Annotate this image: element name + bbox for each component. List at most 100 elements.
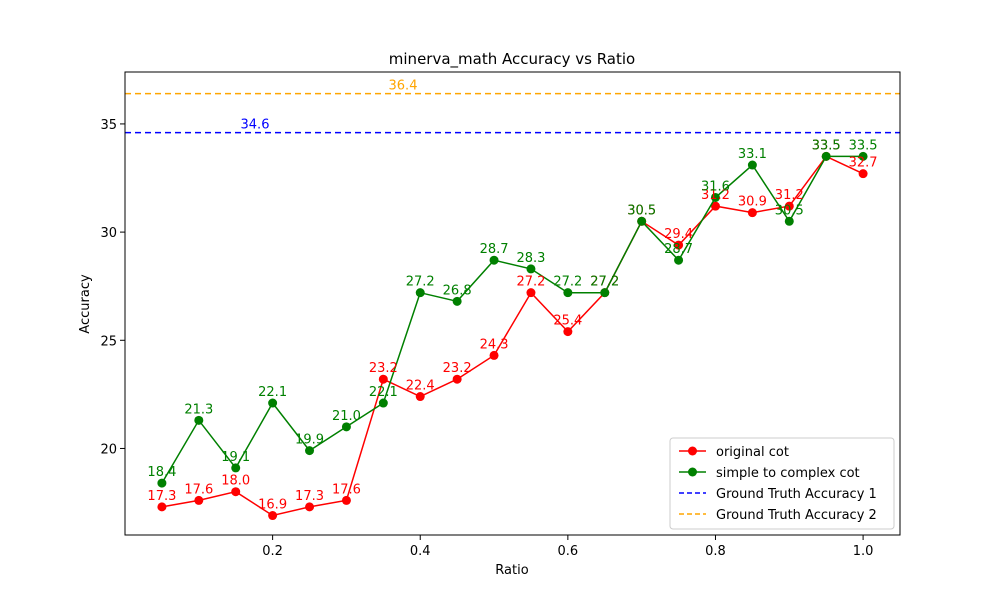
series-line-1 — [161, 155, 864, 517]
x-tick-label-2: 0.4 — [410, 544, 431, 559]
x-axis-title: Ratio — [495, 563, 528, 578]
data-label-s1-10: 24.3 — [480, 337, 509, 352]
legend-label-4: Ground Truth Accuracy 2 — [716, 508, 877, 523]
data-label-s2-10: 28.7 — [480, 242, 509, 257]
data-label-s2-19: 33.5 — [812, 138, 841, 153]
data-label-s2-3: 19.1 — [221, 450, 250, 465]
data-point-s2-8 — [415, 288, 425, 298]
data-point-s1-16 — [710, 201, 720, 211]
reference-line-label-1: 34.6 — [241, 118, 270, 133]
data-point-s1-15 — [674, 240, 684, 250]
data-label-s2-1: 18.4 — [147, 465, 176, 480]
data-point-s1-4 — [268, 511, 278, 521]
data-label-s1-7: 23.2 — [369, 361, 398, 376]
data-point-s2-11 — [526, 264, 536, 274]
x-tick-label-1: 0.2 — [262, 544, 283, 559]
data-point-s1-11 — [526, 288, 536, 298]
data-point-s1-3 — [231, 487, 241, 497]
data-label-s1-6: 17.6 — [332, 482, 361, 497]
data-label-s2-11: 28.3 — [516, 251, 545, 266]
data-point-s2-6 — [341, 422, 351, 432]
data-point-s2-17 — [747, 160, 757, 170]
reference-lines — [125, 92, 900, 134]
data-label-s2-13: 27.2 — [590, 275, 619, 290]
data-label-s1-16: 31.2 — [701, 188, 730, 203]
data-point-s1-20 — [858, 169, 868, 179]
y-axis: 20 25 30 35 — [100, 118, 125, 457]
data-label-s2-5: 19.9 — [295, 433, 324, 448]
data-label-s2-20: 33.5 — [849, 138, 878, 153]
data-label-s1-15: 29.4 — [664, 227, 693, 242]
data-label-s2-17: 33.1 — [738, 147, 767, 162]
data-label-s2-8: 27.2 — [406, 275, 435, 290]
y-tick-label-2: 25 — [100, 334, 117, 349]
data-point-s2-5 — [305, 446, 315, 456]
data-point-s1-5 — [305, 502, 315, 512]
data-label-s1-13: 27.2 — [590, 275, 619, 290]
x-axis: 0.2 0.4 0.6 0.8 1.0 — [262, 535, 873, 559]
data-point-s1-8 — [415, 392, 425, 402]
data-label-s2-15: 28.7 — [664, 242, 693, 257]
x-tick-label-4: 0.8 — [705, 544, 726, 559]
data-label-s1-5: 17.3 — [295, 489, 324, 504]
plot-frame — [124, 71, 901, 536]
data-point-s2-3 — [231, 463, 241, 473]
series-line-2 — [161, 155, 864, 484]
y-tick-label-4: 35 — [100, 118, 117, 133]
data-point-s1-10 — [489, 350, 499, 360]
data-label-s2-6: 21.0 — [332, 409, 361, 424]
data-point-s2-14 — [637, 216, 647, 226]
data-label-s1-9: 23.2 — [443, 361, 472, 376]
data-point-s1-9 — [452, 374, 462, 384]
data-label-s2-7: 22.1 — [369, 385, 398, 400]
data-label-s2-4: 22.1 — [258, 385, 287, 400]
y-axis-title: Accuracy — [78, 274, 93, 334]
legend-marker-1 — [688, 446, 697, 456]
data-label-s1-17: 30.9 — [738, 195, 767, 210]
data-point-s2-4 — [268, 398, 278, 408]
data-label-s2-14: 30.5 — [627, 203, 656, 218]
legend-label-1: original cot — [716, 445, 789, 460]
y-tick-label-3: 30 — [100, 226, 117, 241]
data-point-s2-7 — [378, 398, 388, 408]
data-point-s1-12 — [563, 327, 573, 337]
chart-title: minerva_math Accuracy vs Ratio — [389, 50, 635, 69]
data-label-s2-12: 27.2 — [553, 275, 582, 290]
data-point-s2-10 — [489, 255, 499, 265]
data-point-s1-1 — [157, 502, 167, 512]
data-point-s2-1 — [157, 478, 167, 488]
data-label-s1-19: 33.5 — [812, 138, 841, 153]
data-label-s1-2: 17.6 — [184, 482, 213, 497]
data-point-s1-6 — [341, 495, 351, 505]
data-label-s2-2: 21.3 — [184, 402, 213, 417]
data-point-s1-7 — [378, 374, 388, 384]
x-tick-label-5: 1.0 — [853, 544, 874, 559]
data-label-s1-3: 18.0 — [221, 474, 250, 489]
legend-label-3: Ground Truth Accuracy 1 — [716, 487, 877, 502]
data-point-s2-20 — [858, 151, 868, 161]
data-point-s2-12 — [563, 288, 573, 298]
data-point-s1-18 — [784, 201, 794, 211]
data-label-s1-11: 27.2 — [516, 275, 545, 290]
data-point-s2-16 — [710, 192, 720, 202]
data-label-s1-14: 30.5 — [627, 203, 656, 218]
data-label-s1-1: 17.3 — [147, 489, 176, 504]
data-label-s1-8: 22.4 — [406, 379, 435, 394]
data-labels: 34.6 36.4 17.3 17.6 18.0 16.9 17.3 17.6 23.2 22.4… — [147, 79, 877, 513]
data-label-s1-20: 32.7 — [849, 156, 878, 171]
data-point-s2-2 — [194, 415, 204, 425]
data-label-s2-16: 31.6 — [701, 179, 730, 194]
data-label-s1-4: 16.9 — [258, 498, 287, 513]
series-layer — [157, 151, 868, 521]
legend-box — [669, 437, 895, 530]
data-point-s2-13 — [600, 288, 610, 298]
data-label-s2-9: 26.8 — [443, 283, 472, 298]
x-tick-label-3: 0.6 — [558, 544, 579, 559]
data-point-s2-19 — [821, 151, 831, 161]
data-point-s2-18 — [784, 216, 794, 226]
legend: original cot simple to complex cot Ground … — [669, 437, 895, 530]
data-label-s2-18: 30.5 — [775, 203, 804, 218]
data-point-s1-17 — [747, 208, 757, 218]
data-label-s1-12: 25.4 — [553, 314, 582, 329]
